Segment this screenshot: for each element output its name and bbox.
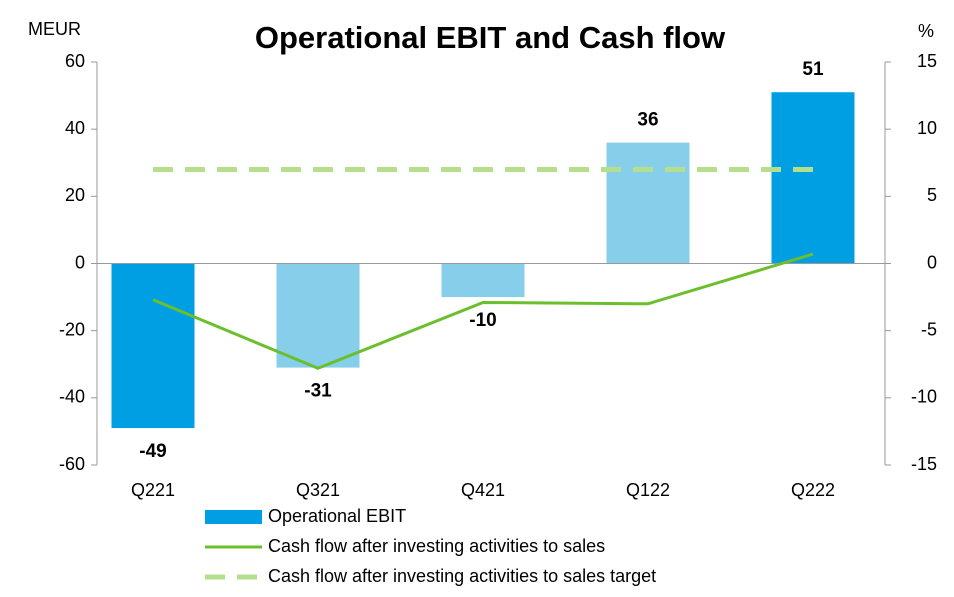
- x-tick-label: Q421: [461, 480, 505, 500]
- bar: [111, 263, 195, 429]
- y-tick-label: 20: [65, 185, 85, 205]
- data-label: -31: [304, 381, 332, 402]
- x-tick-label: Q222: [791, 480, 835, 500]
- bar: [606, 142, 690, 264]
- y-tick-label: 40: [65, 118, 85, 138]
- data-label: 36: [637, 110, 658, 131]
- chart-title: Operational EBIT and Cash flow: [255, 20, 726, 55]
- y-tick-label: -20: [59, 319, 85, 339]
- bar: [771, 92, 855, 264]
- y2-tick-label: 5: [927, 185, 937, 205]
- y-tick-label: 0: [75, 252, 85, 272]
- bar: [276, 263, 360, 368]
- data-label: -49: [139, 441, 166, 462]
- data-label: 51: [802, 59, 824, 80]
- y2-tick-label: -5: [921, 319, 937, 339]
- legend-label: Cash flow after investing activities to …: [268, 536, 605, 556]
- y-tick-label: -40: [59, 387, 85, 407]
- data-label: -10: [469, 310, 496, 331]
- bar: [441, 263, 525, 298]
- y2-axis-label: %: [918, 21, 934, 41]
- y-axis-label: MEUR: [28, 19, 81, 39]
- y-tick-label: 60: [65, 51, 85, 71]
- legend-label: Operational EBIT: [268, 506, 406, 526]
- y2-tick-label: 15: [917, 51, 937, 71]
- x-tick-label: Q221: [131, 480, 175, 500]
- y2-tick-label: -15: [911, 454, 937, 474]
- y2-tick-label: 0: [927, 252, 937, 272]
- legend-label: Cash flow after investing activities to …: [268, 566, 656, 586]
- line: [152, 252, 814, 370]
- y-tick-label: -60: [59, 454, 85, 474]
- x-tick-label: Q321: [296, 480, 340, 500]
- legend-swatch: [205, 510, 262, 524]
- y2-tick-label: -10: [911, 387, 937, 407]
- y2-tick-label: 10: [917, 118, 937, 138]
- x-tick-label: Q122: [626, 480, 670, 500]
